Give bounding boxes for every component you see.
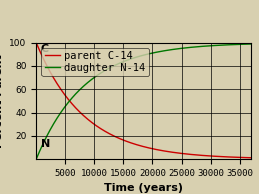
daughter N-14 xyxy=(204,45,207,47)
parent C-14 xyxy=(243,156,247,159)
Y-axis label: Percent Parent: Percent Parent xyxy=(0,54,4,148)
parent C-14 xyxy=(204,154,207,157)
X-axis label: Time (years): Time (years) xyxy=(104,183,183,193)
daughter N-14 xyxy=(250,43,253,45)
daughter N-14 xyxy=(46,134,49,136)
parent C-14 xyxy=(46,65,49,68)
daughter N-14 xyxy=(243,43,247,45)
daughter N-14 xyxy=(243,43,247,45)
parent C-14 xyxy=(134,143,137,145)
daughter N-14 xyxy=(134,56,137,59)
daughter N-14 xyxy=(35,158,38,160)
parent C-14 xyxy=(35,42,38,44)
Line: daughter N-14: daughter N-14 xyxy=(36,44,251,159)
parent C-14 xyxy=(139,145,142,147)
parent C-14 xyxy=(243,156,247,159)
Line: parent C-14: parent C-14 xyxy=(36,43,251,158)
daughter N-14 xyxy=(139,55,142,57)
Legend: parent C-14, daughter N-14: parent C-14, daughter N-14 xyxy=(41,48,149,76)
Text: C: C xyxy=(41,44,49,54)
Text: N: N xyxy=(41,139,50,149)
parent C-14 xyxy=(250,157,253,159)
